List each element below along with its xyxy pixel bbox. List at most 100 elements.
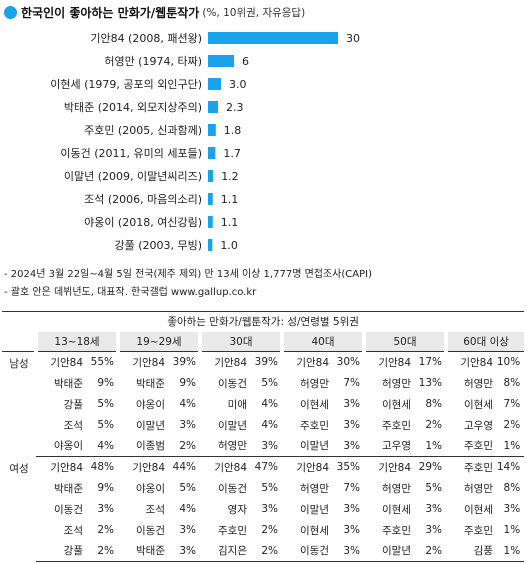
artist-name: 허영만 [300,482,329,495]
bar [208,124,216,136]
category-label: 이동건 (2011, 유미의 세포들) [60,147,202,160]
bar [208,101,218,113]
artist-name: 이현세 [464,503,493,516]
percent-value: 7% [343,377,360,389]
artist-name: 이현세 [464,398,493,411]
percent-value: 2% [425,419,442,431]
artist-name: 이동건 [282,540,332,562]
survey-note: - 2024년 3월 22일~4월 5일 전국(제주 제외) 만 13세 이상 … [4,269,372,280]
column-header: 30대 [198,331,282,352]
value-label: 1.1 [221,193,239,206]
demographic-ranking-table: 좋아하는 만화가/웹툰작가: 성/연령별 5위권 13~18세 19~29세 30대… [2,311,525,562]
percent-value: 3% [343,398,360,410]
artist-name: 고우영 [364,435,414,457]
artist-name: 이말년 [218,419,247,432]
table-row: 남성 기안84 55% 기안84 39% 기안84 39% 기안84 30% 기안84 17% 기안8… [2,352,524,373]
source-note: - 괄호 안은 데뷔년도, 대표작. 한국갤럽 www.gallup.co.kr [4,287,257,298]
category-label: 이현세 (1979, 공포의 외인구단) [50,78,202,91]
category-label: 박태준 (2014, 외모지상주의) [64,101,202,114]
bar [208,239,213,251]
percent-value: 3% [343,503,360,515]
artist-name: 주호민 [464,461,493,474]
chart-title-text: 한국인이 좋아하는 만화가/웹툰작가 [21,5,200,20]
artist-name: 김풍 [446,540,496,562]
percent-value: 39% [172,356,196,369]
bar [208,78,221,90]
artist-name: 허영만 [382,377,411,390]
artist-name: 기안84 [378,356,411,369]
percent-value: 1% [503,524,521,536]
percent-value: 3% [332,540,364,562]
table-row: 박태준 9% 박태준 9% 이동건 5% 허영만 7% 허영만 13% 허영만 8% [2,373,524,394]
percent-value: 2% [250,540,282,562]
table-row: 야옹이 4% 이종범 2% 허영만 3% 이말년 3% 고우영 1% 주호민 1% [2,435,525,457]
artist-name: 박태준 [118,540,168,562]
bar [208,216,213,228]
group-label: 여성 [9,462,29,475]
artist-name: 야옹이 [136,482,165,495]
bullet-dot-icon [4,5,17,19]
percent-value: 29% [418,461,442,474]
bar [208,147,216,159]
artist-name: 기안84 [378,461,411,474]
artist-name: 강풀 [36,540,86,562]
bar [208,193,213,205]
artist-name: 기안84 [214,356,247,369]
table-header-row: 13~18세 19~29세 30대 40대 50대 60대 이상 [2,331,525,352]
percent-value: 13% [418,377,442,389]
category-label: 허영만 (1974, 타짜) [104,55,202,68]
percent-value: 9% [179,377,196,389]
percent-value: 3% [179,524,196,536]
artist-name: 주호민 [464,524,493,537]
artist-name: 고우영 [464,419,493,432]
artist-name: 이현세 [300,398,329,411]
artist-name: 미애 [227,398,247,411]
artist-name: 박태준 [54,482,83,495]
group-label: 남성 [9,358,29,370]
value-label: 1.7 [223,147,241,160]
percent-value: 3% [503,503,521,515]
percent-value: 2% [97,524,114,536]
artist-name: 기안84 [296,356,329,369]
percent-value: 8% [503,377,521,389]
artist-name: 허영만 [200,435,250,457]
artist-name: 이현세 [382,398,411,411]
percent-value: 3% [168,540,200,562]
artist-name: 이동건 [54,503,83,516]
artist-name: 허영만 [464,482,493,495]
category-label: 기안84 (2008, 패션왕) [90,32,202,45]
percent-value: 5% [425,482,442,494]
percent-value: 55% [90,356,114,369]
percent-value: 44% [172,461,196,474]
percent-value: 3% [332,435,364,457]
percent-value: 2% [86,540,118,562]
artist-name: 허영만 [464,377,493,390]
percent-value: 3% [261,503,278,515]
percent-value: 5% [261,482,278,494]
percent-value: 7% [503,398,521,410]
value-label: 3.0 [229,78,247,91]
percent-value: 1% [496,540,525,562]
percent-value: 7% [343,482,360,494]
category-label: 야옹이 (2018, 여신강림) [84,216,202,229]
chart-subtitle: (%, 10위권, 자유응답) [202,6,306,19]
artist-name: 주호민 [218,524,247,537]
artist-name: 이현세 [300,524,329,537]
artist-name: 이현세 [382,503,411,516]
category-label: 강풀 (2003, 무빙) [114,239,202,252]
percent-value: 4% [179,503,196,515]
percent-value: 2% [168,435,200,457]
artist-name: 허영만 [382,482,411,495]
percent-value: 8% [503,482,521,494]
artist-name: 이동건 [136,524,165,537]
column-header: 40대 [280,331,364,352]
artist-name: 기안84 [132,461,165,474]
percent-value: 5% [179,482,196,494]
table-row: 이동건 3% 조석 4% 영자 3% 이말년 3% 이현세 3% 이현세 3% [2,499,524,520]
table-row: 강풀 2% 박태준 3% 김지은 2% 이동건 3% 이말년 2% 김풍 1% [2,540,525,562]
category-label: 조석 (2006, 마음의소리) [84,193,202,206]
table-row: 조석 2% 이동건 3% 주호민 2% 이현세 3% 주호민 3% 주호민 1% [2,520,524,541]
bar [208,32,338,44]
artist-name: 영자 [227,503,247,516]
artist-name: 이동건 [218,377,247,390]
